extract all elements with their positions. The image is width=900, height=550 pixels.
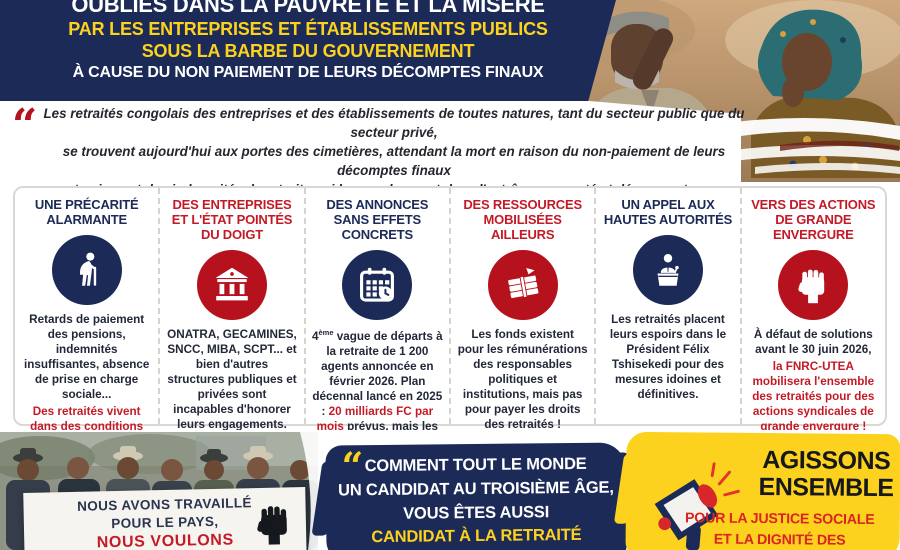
card-title: VERS DES ACTIONS DE GRANDE ENVERGURE [751,197,876,243]
elderly-person-icon [51,235,122,306]
card-highlight: la FNRC-UTEA mobilisera l'ensemble des r… [752,360,875,434]
card-title: DES ENTREPRISES ET L'ÉTAT POINTÉS DU DOI… [171,197,293,243]
card-body: Les retraités placent leurs espoirs dans… [609,313,727,401]
header-line-3: SOUS LA BARBE DU GOUVERNEMENT [141,40,475,61]
card-entreprises: DES ENTREPRISES ET L'ÉTAT POINTÉS DU DOI… [158,188,303,431]
bottom-quote-line-4: CANDIDAT À LA RETRAITÉ [371,526,582,547]
podium-speaker-icon [632,235,703,306]
header-line-2: PAR LES ENTREPRISES ET ÉTABLISSEMENTS PU… [68,18,548,39]
bottom-section: NOUS AVONS TRAVAILLÉ POUR LE PAYS, NOUS … [0,430,900,550]
open-quote-icon: “ [12,100,38,151]
quote-line-2: se trouvent aujourd'hui aux portes des c… [62,144,726,179]
photo-protest-march: NOUS AVONS TRAVAILLÉ POUR LE PAYS, NOUS … [0,432,318,550]
card-body: À défaut de solutions avant le 30 juin 2… [748,328,879,435]
card-title: UNE PRÉCARITÉ ALARMANTE [34,197,139,228]
card-body: ONATRA, GECAMINES, SNCC, MIBA, SCPT... e… [167,328,297,432]
cta-block: AGISSONS ENSEMBLE POUR LA JUSTICE SOCIAL… [625,431,900,550]
card-body: Les fonds existent pour les rémunération… [457,328,588,432]
header-line-4: À CAUSE DU NON PAIEMENT DE LEURS DÉCOMPT… [72,64,544,82]
card-title: DES RESSOURCES MOBILISÉES AILLEURS [463,197,582,243]
card-highlight: 20 milliards FC par mois [316,404,434,433]
card-appel: UN APPEL AUX HAUTES AUTORITÉS Les retrai… [594,188,739,424]
megaphone-icon [654,462,740,550]
cta-subtitle-2: ET LA DIGNITÉ DES [713,531,846,549]
bottom-quote-line-2: UN CANDIDAT AU TROISIÈME ÂGE, [337,478,614,500]
card-annonces: DES ANNONCES SANS EFFETS CONCRETS [303,188,449,463]
card-title: DES ANNONCES SANS EFFETS CONCRETS [326,197,429,243]
protest-banner: NOUS AVONS TRAVAILLÉ POUR LE PAYS, NOUS … [23,487,307,550]
calendar-clock-icon [342,250,413,321]
card-actions: VERS DES ACTIONS DE GRANDE ENVERGURE À d… [739,188,885,433]
open-quote-icon: “ [341,443,364,489]
quote-line-1: Les retraités congolais des entreprises … [43,106,745,141]
money-stack-icon [487,250,558,321]
bottom-quote-line-3: VOUS ÊTES AUSSI [403,502,550,523]
elderly-woman-figure [751,9,900,178]
header-line-1: OUBLIÉS DANS LA PAUVRETÉ ET LA MISÈRE [71,0,545,17]
cta-subtitle: POUR LA JUSTICE SOCIALE ET LA DIGNITÉ DE… [664,508,896,550]
card-precarite: UNE PRÉCARITÉ ALARMANTE Retards de paiem… [15,188,158,448]
cta-subtitle-1: POUR LA JUSTICE SOCIALE [684,510,875,528]
card-body: Retards de paiement des pensions, indemn… [21,313,152,450]
cards-section: UNE PRÉCARITÉ ALARMANTE Retards de paiem… [13,186,887,463]
top-section: OUBLIÉS DANS LA PAUVRETÉ ET LA MISÈRE PA… [0,0,900,253]
card-ressources: DES RESSOURCES MOBILISÉES AILLEURS Les f [448,188,594,431]
fist-icon [249,495,298,550]
cta-title: AGISSONS ENSEMBLE [758,445,894,502]
bank-icon [196,250,267,321]
header-banner: OUBLIÉS DANS LA PAUVRETÉ ET LA MISÈRE PA… [0,0,616,101]
card-title: UN APPEL AUX HAUTES AUTORITÉS [603,197,733,228]
bottom-quote-line-1: COMMENT TOUT LE MONDE [364,454,587,476]
bottom-quote-block: “ COMMENT TOUT LE MONDE UN CANDIDAT AU T… [325,442,627,550]
raised-fist-icon [778,250,849,321]
